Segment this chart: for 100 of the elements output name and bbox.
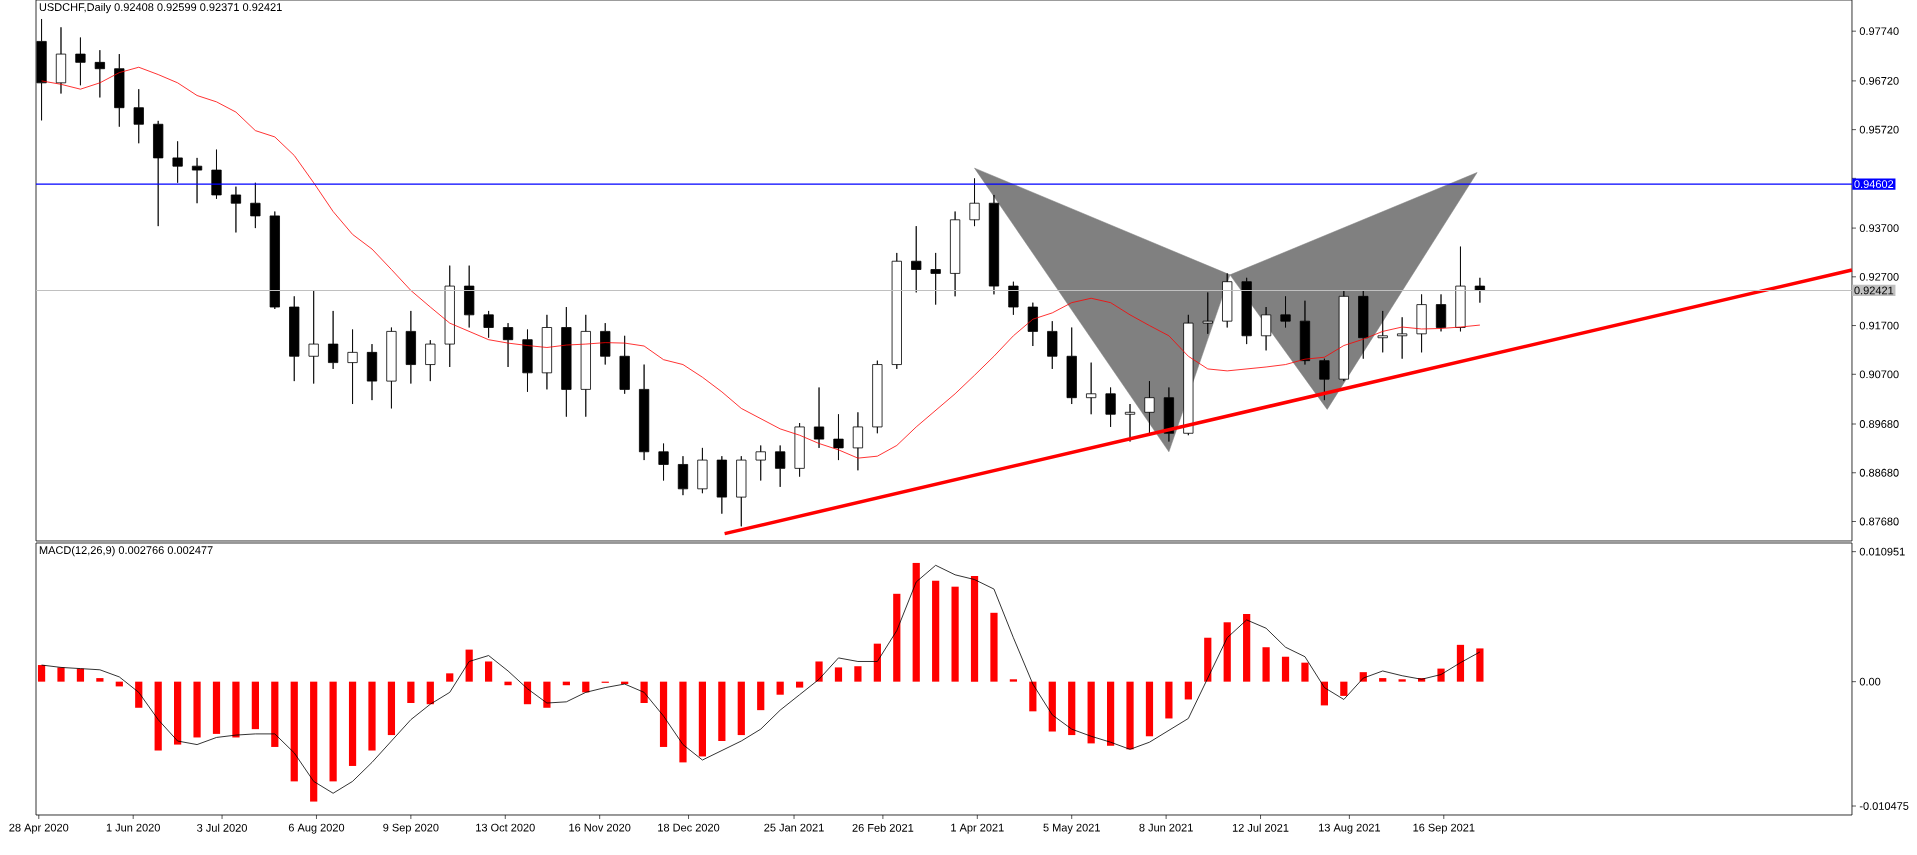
bar: [1262, 647, 1270, 682]
bar: [1048, 681, 1056, 732]
candlestick: [1066, 327, 1077, 405]
candlestick: [522, 329, 533, 393]
ref-line-label: 0.94602: [1854, 180, 1894, 189]
candlestick: [347, 329, 358, 405]
candlestick: [405, 310, 416, 384]
bar: [387, 681, 396, 736]
candlestick: [930, 252, 941, 305]
candlestick: [1241, 277, 1252, 345]
candlestick: [852, 411, 864, 471]
bar: [212, 681, 221, 734]
candlestick: [75, 37, 86, 86]
candlestick: [872, 360, 883, 434]
bar: [154, 681, 162, 751]
candlestick: [1377, 310, 1388, 353]
candlestick: [1435, 293, 1447, 332]
x-tick-label: 28 Apr 2020: [9, 823, 69, 834]
bar: [834, 667, 843, 682]
y-tick-label: 0.89680: [1859, 420, 1899, 428]
bar: [1068, 681, 1076, 736]
candlestick: [1144, 380, 1155, 434]
candlestick: [813, 387, 825, 449]
candlestick: [425, 339, 436, 382]
candlestick: [483, 310, 494, 339]
y-tick-label: -0.010475: [1859, 802, 1909, 810]
x-tick-label: 13 Aug 2021: [1319, 823, 1381, 834]
candlestick: [716, 455, 727, 515]
bar: [96, 678, 104, 682]
candlestick: [1280, 295, 1291, 328]
bar: [57, 667, 65, 682]
bar: [446, 673, 454, 682]
bar: [76, 668, 85, 682]
candlestick: [133, 88, 144, 144]
bar: [1340, 681, 1348, 696]
x-tick-label: 1 Apr 2021: [951, 823, 1004, 834]
x-tick-label: 3 Jul 2020: [197, 823, 247, 832]
bar: [1204, 637, 1212, 682]
bar: [348, 681, 357, 766]
bar: [232, 681, 240, 738]
bar: [893, 593, 901, 682]
bar: [815, 661, 823, 682]
bar: [504, 681, 512, 686]
bar: [368, 681, 376, 751]
x-tick-label: 13 Oct 2020: [476, 823, 535, 832]
candlestick: [1105, 387, 1116, 428]
candlestick: [638, 364, 650, 461]
candlestick: [386, 327, 397, 409]
y-tick-label: 0.91700: [1859, 321, 1899, 330]
candlestick: [55, 26, 67, 94]
candlestick: [327, 310, 339, 370]
candlestick: [580, 314, 591, 418]
candlestick: [1202, 292, 1213, 335]
candlestick: [464, 265, 475, 328]
candlestick: [1358, 290, 1369, 360]
y-tick-label: 0.90700: [1859, 370, 1899, 379]
candlestick: [697, 447, 708, 494]
bar: [970, 575, 979, 682]
candlestick: [230, 186, 242, 233]
candlestick: [308, 290, 319, 384]
y-tick-label: 0.88680: [1859, 468, 1899, 477]
candlestick: [561, 306, 572, 418]
chart-title: USDCHF,Daily 0.92408 0.92599 0.92371 0.92421: [39, 2, 282, 14]
bar: [543, 681, 551, 708]
y-tick-label: 0.93700: [1859, 224, 1899, 232]
bar: [757, 681, 765, 711]
bar: [932, 580, 940, 682]
bar: [251, 681, 259, 730]
bar: [407, 681, 415, 704]
x-tick-label: 12 Jul 2021: [1232, 823, 1289, 832]
bar: [1476, 648, 1484, 682]
bar: [640, 681, 648, 704]
bar: [1398, 679, 1406, 682]
y-tick-label: 0.010951: [1859, 547, 1905, 556]
candlestick: [1397, 316, 1408, 360]
candlestick: [366, 343, 378, 401]
bar: [659, 681, 668, 747]
bar: [854, 666, 862, 682]
x-tick-label: 1 Jun 2020: [106, 823, 160, 832]
bar: [698, 681, 707, 757]
candlestick: [1299, 300, 1311, 365]
bar: [1145, 681, 1154, 737]
candlestick: [949, 211, 961, 297]
bar: [912, 562, 920, 682]
bar: [1281, 656, 1290, 682]
bar: [1029, 681, 1037, 712]
candlestick: [911, 225, 922, 293]
bar: [290, 681, 298, 782]
bar: [776, 681, 784, 695]
candlestick: [677, 455, 689, 496]
x-tick-label: 6 Aug 2020: [288, 823, 345, 834]
bar: [795, 681, 804, 688]
candlestick: [153, 120, 164, 227]
bar: [485, 661, 493, 682]
x-tick-label: 8 Jun 2021: [1139, 823, 1193, 832]
y-tick-label: 0.92700: [1859, 272, 1899, 281]
chart-title: MACD(12,26,9) 0.002766 0.002477: [39, 545, 213, 557]
bar: [1301, 662, 1309, 682]
candlestick: [1416, 293, 1427, 353]
candlestick: [775, 445, 786, 488]
